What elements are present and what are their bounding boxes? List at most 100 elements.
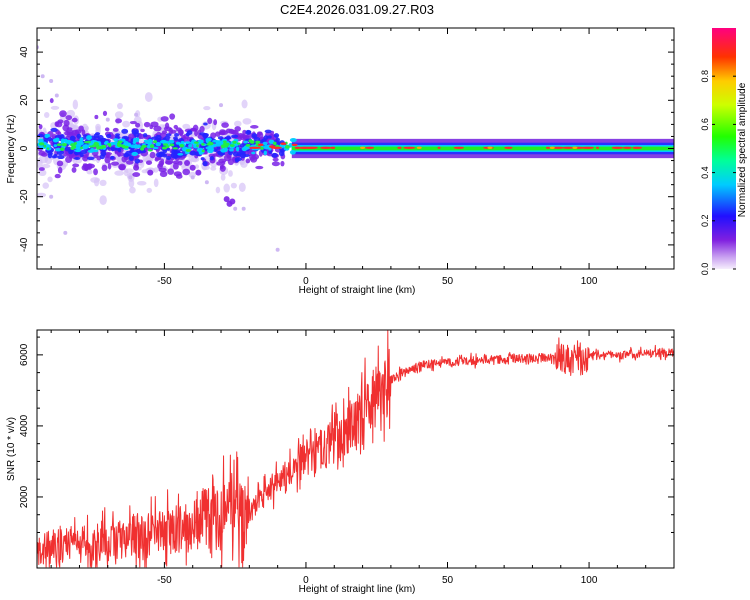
spectrogram-cell (198, 139, 204, 143)
spectrogram-cell (416, 146, 422, 149)
spectrogram-cell (103, 141, 108, 145)
spectrogram-cell (143, 121, 151, 128)
spectrogram-cell (77, 140, 84, 145)
spectrogram-cell (241, 99, 248, 109)
spectrogram-cell (173, 153, 179, 159)
spectrogram-cell (122, 145, 126, 149)
spectrogram-cell (145, 160, 153, 165)
spectrogram-cell (219, 103, 224, 108)
snr-x-tick-label: -50 (157, 575, 172, 586)
spectrogram-cell (155, 141, 161, 147)
spectrogram-cell (114, 111, 124, 119)
spectrogram-cell (69, 135, 76, 141)
spectrogram-cell (273, 141, 277, 146)
spectrogram-cell (549, 146, 555, 149)
spectrogram-cell (273, 133, 280, 138)
spectrogram-cell (215, 131, 221, 137)
spectrogram-cell (129, 120, 137, 125)
spectrogram-cell (175, 173, 183, 179)
spectrogram-cell (117, 102, 123, 110)
spectrogram-cell (149, 151, 156, 159)
spectrogram-cell (93, 133, 99, 139)
spectrogram-cell (82, 153, 89, 159)
spectrogram-cell (207, 117, 213, 125)
spectrogram-cell (572, 146, 578, 149)
spectrogram-x-tick-label: -50 (157, 276, 172, 287)
spectrogram-cell (93, 154, 99, 159)
spectrogram-cell (80, 146, 83, 150)
spectrogram-cell (149, 124, 154, 130)
spectrogram-cell (203, 122, 208, 126)
spectrogram-cell (144, 92, 153, 103)
spectrogram-cell (78, 125, 84, 132)
spectrogram-cell (152, 140, 158, 144)
spectrogram-cell (220, 144, 226, 149)
spectrogram-cell (255, 140, 261, 144)
spectrogram-x-label: Height of straight line (km) (299, 285, 416, 296)
spectrogram-cell (147, 149, 153, 152)
spectrogram-cell (213, 119, 218, 126)
spectrogram-cell (246, 130, 252, 134)
spectrogram-cell (190, 127, 198, 132)
spectrogram-cell (437, 146, 441, 149)
spectrogram-cell (164, 135, 171, 140)
spectrogram-cell (159, 139, 168, 144)
spectrogram-cell (397, 146, 402, 149)
spectrogram-cell (280, 160, 285, 167)
spectrogram-cell (233, 206, 238, 211)
spectrogram-cell (235, 146, 240, 152)
spectrogram-cell (201, 142, 205, 146)
spectrogram-cell (38, 169, 47, 177)
spectrogram-cell (101, 164, 108, 172)
spectrogram-cell (263, 135, 269, 140)
spectrogram-cell (89, 145, 94, 148)
spectrogram-cell (72, 145, 77, 149)
spectrogram-cell (205, 137, 212, 142)
spectrogram-cell (221, 160, 226, 166)
spectrogram-cell (134, 112, 139, 117)
spectrogram-cell (73, 142, 77, 145)
spectrogram-cell (271, 161, 280, 167)
spectrogram-cell (172, 162, 179, 170)
spectrogram-cell (203, 106, 211, 111)
spectrogram-cell (219, 165, 226, 172)
spectrogram-cell (40, 74, 45, 79)
spectrogram-cell (86, 135, 92, 141)
spectrogram-cell (86, 169, 93, 175)
colorbar-gradient (712, 28, 736, 269)
spectrogram-cell (106, 133, 112, 139)
snr-y-tick-label: 6000 (19, 343, 30, 366)
spectrogram-cell (147, 169, 154, 176)
spectrogram-cell (54, 93, 59, 98)
spectrogram-cell (160, 116, 169, 122)
spectrogram-cell (233, 120, 242, 127)
spectrogram-cell (220, 148, 227, 153)
spectrogram-cell (171, 149, 177, 155)
spectrogram-cell (360, 146, 366, 149)
spectrogram-cell (234, 126, 241, 132)
spectrogram-cell (552, 146, 564, 149)
spectrogram-cell (102, 110, 108, 116)
spectrogram-cell (153, 125, 162, 132)
spectrogram-cell (611, 146, 624, 149)
spectrogram-cell (133, 164, 140, 171)
spectrogram-cell (38, 167, 45, 171)
spectrogram-cell (222, 140, 227, 143)
colorbar-tick-label: 0.6 (700, 118, 710, 131)
spectrogram-cell (41, 163, 51, 169)
spectrogram-cell (289, 138, 297, 143)
spectrogram-cell (210, 166, 217, 171)
spectrogram-cell (43, 112, 50, 119)
spectrogram-cell (275, 247, 280, 252)
spectrogram-cell (243, 140, 248, 144)
snr-x-tick-label: 100 (581, 575, 598, 586)
spectrogram-cell (79, 153, 84, 157)
spectrogram-cell (84, 166, 89, 172)
spectrogram-cell (110, 134, 116, 140)
spectrogram-cell (216, 150, 222, 155)
spectrogram-cell (403, 146, 416, 149)
spectrogram-cell (216, 146, 221, 150)
spectrogram-y-ticks: -40 -20 0 20 40 (19, 39, 674, 258)
spectrogram-cell (99, 195, 107, 206)
spectrogram-cell (39, 138, 44, 143)
